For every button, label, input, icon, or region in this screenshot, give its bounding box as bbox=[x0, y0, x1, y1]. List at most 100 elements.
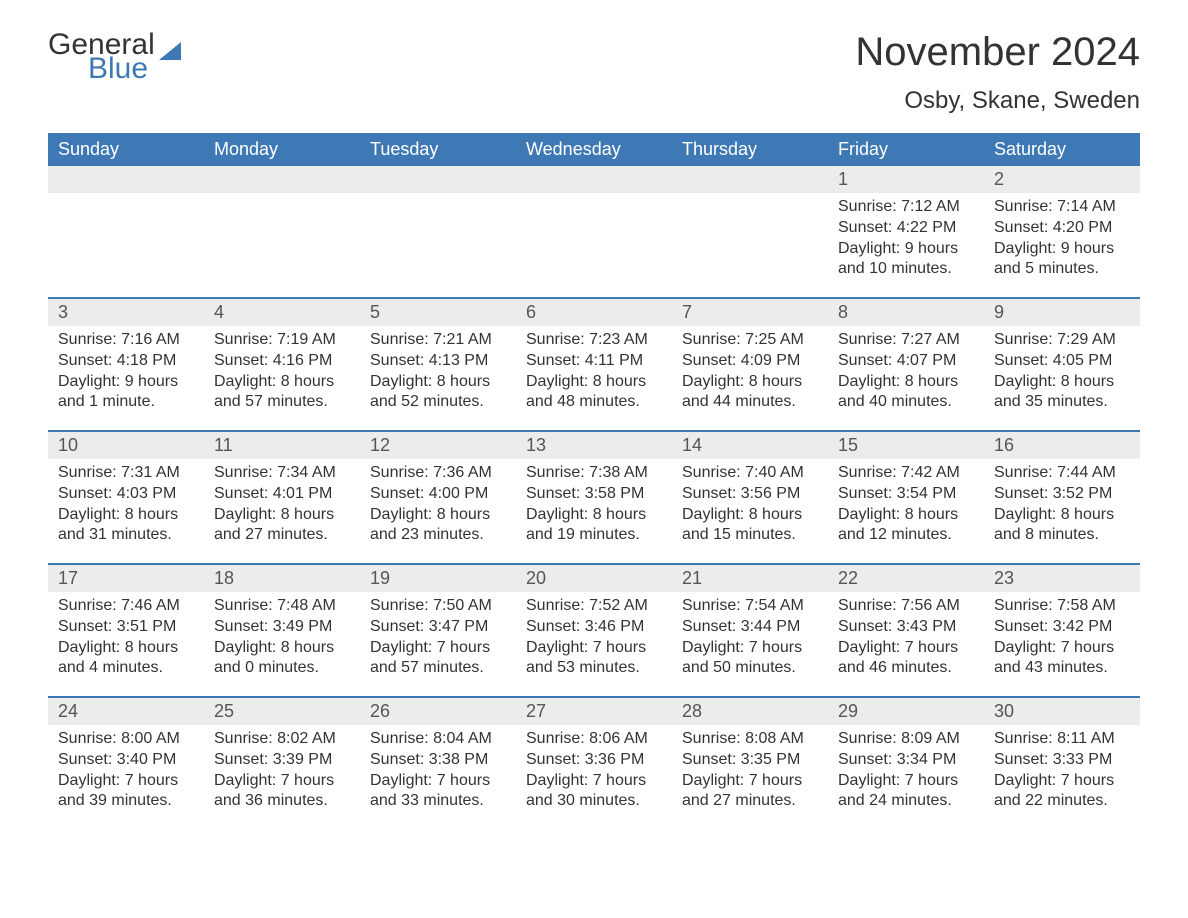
day-detail-row: Sunrise: 7:46 AMSunset: 3:51 PMDaylight:… bbox=[48, 592, 1140, 696]
header: General Blue November 2024 Osby, Skane, … bbox=[48, 30, 1140, 115]
weekday-header-cell: Monday bbox=[204, 133, 360, 166]
day-detail-cell: Sunrise: 7:12 AMSunset: 4:22 PMDaylight:… bbox=[828, 193, 984, 297]
sunrise-text: Sunrise: 7:25 AM bbox=[682, 330, 818, 351]
day-number: 17 bbox=[48, 565, 204, 592]
day-number: 30 bbox=[984, 698, 1140, 725]
sunset-text: Sunset: 4:11 PM bbox=[526, 351, 662, 372]
weekday-header-cell: Sunday bbox=[48, 133, 204, 166]
day-detail-cell: Sunrise: 7:40 AMSunset: 3:56 PMDaylight:… bbox=[672, 459, 828, 563]
sunrise-text: Sunrise: 7:27 AM bbox=[838, 330, 974, 351]
day-detail-cell bbox=[360, 193, 516, 297]
day-detail-cell: Sunrise: 7:52 AMSunset: 3:46 PMDaylight:… bbox=[516, 592, 672, 696]
month-title: November 2024 bbox=[855, 30, 1140, 75]
day-number-row: 10111213141516 bbox=[48, 432, 1140, 459]
sunrise-text: Sunrise: 7:50 AM bbox=[370, 596, 506, 617]
day-number: 28 bbox=[672, 698, 828, 725]
sunrise-text: Sunrise: 7:36 AM bbox=[370, 463, 506, 484]
day-number: 25 bbox=[204, 698, 360, 725]
sunrise-text: Sunrise: 7:16 AM bbox=[58, 330, 194, 351]
sunset-text: Sunset: 4:16 PM bbox=[214, 351, 350, 372]
day-number: 9 bbox=[984, 299, 1140, 326]
day-number: 10 bbox=[48, 432, 204, 459]
day-detail-cell: Sunrise: 7:46 AMSunset: 3:51 PMDaylight:… bbox=[48, 592, 204, 696]
daylight-text: Daylight: 7 hours and 33 minutes. bbox=[370, 771, 506, 813]
day-number: 19 bbox=[360, 565, 516, 592]
weekday-header-row: SundayMondayTuesdayWednesdayThursdayFrid… bbox=[48, 133, 1140, 166]
day-number: 24 bbox=[48, 698, 204, 725]
day-detail-cell: Sunrise: 7:36 AMSunset: 4:00 PMDaylight:… bbox=[360, 459, 516, 563]
daylight-text: Daylight: 8 hours and 40 minutes. bbox=[838, 372, 974, 414]
sunset-text: Sunset: 3:49 PM bbox=[214, 617, 350, 638]
day-number: 23 bbox=[984, 565, 1140, 592]
sunrise-text: Sunrise: 7:58 AM bbox=[994, 596, 1130, 617]
sunrise-text: Sunrise: 7:12 AM bbox=[838, 197, 974, 218]
sunset-text: Sunset: 3:43 PM bbox=[838, 617, 974, 638]
sunrise-text: Sunrise: 7:19 AM bbox=[214, 330, 350, 351]
day-number: 6 bbox=[516, 299, 672, 326]
day-number: 21 bbox=[672, 565, 828, 592]
weekday-header-cell: Friday bbox=[828, 133, 984, 166]
sunset-text: Sunset: 3:39 PM bbox=[214, 750, 350, 771]
daylight-text: Daylight: 8 hours and 12 minutes. bbox=[838, 505, 974, 547]
day-detail-cell: Sunrise: 7:50 AMSunset: 3:47 PMDaylight:… bbox=[360, 592, 516, 696]
sunset-text: Sunset: 3:52 PM bbox=[994, 484, 1130, 505]
brand-word2: Blue bbox=[88, 54, 181, 84]
day-detail-cell: Sunrise: 7:27 AMSunset: 4:07 PMDaylight:… bbox=[828, 326, 984, 430]
sunset-text: Sunset: 3:51 PM bbox=[58, 617, 194, 638]
daylight-text: Daylight: 7 hours and 53 minutes. bbox=[526, 638, 662, 680]
day-detail-row: Sunrise: 7:31 AMSunset: 4:03 PMDaylight:… bbox=[48, 459, 1140, 563]
daylight-text: Daylight: 8 hours and 52 minutes. bbox=[370, 372, 506, 414]
day-detail-cell: Sunrise: 7:42 AMSunset: 3:54 PMDaylight:… bbox=[828, 459, 984, 563]
sunrise-text: Sunrise: 7:21 AM bbox=[370, 330, 506, 351]
sunrise-text: Sunrise: 8:08 AM bbox=[682, 729, 818, 750]
location-label: Osby, Skane, Sweden bbox=[855, 87, 1140, 115]
sunset-text: Sunset: 4:07 PM bbox=[838, 351, 974, 372]
day-number: 22 bbox=[828, 565, 984, 592]
sunset-text: Sunset: 4:13 PM bbox=[370, 351, 506, 372]
daylight-text: Daylight: 8 hours and 31 minutes. bbox=[58, 505, 194, 547]
day-number bbox=[516, 166, 672, 193]
daylight-text: Daylight: 8 hours and 4 minutes. bbox=[58, 638, 194, 680]
sunrise-text: Sunrise: 7:34 AM bbox=[214, 463, 350, 484]
daylight-text: Daylight: 7 hours and 57 minutes. bbox=[370, 638, 506, 680]
sunset-text: Sunset: 4:09 PM bbox=[682, 351, 818, 372]
day-detail-cell: Sunrise: 8:11 AMSunset: 3:33 PMDaylight:… bbox=[984, 725, 1140, 829]
day-detail-cell bbox=[516, 193, 672, 297]
sunrise-text: Sunrise: 8:09 AM bbox=[838, 729, 974, 750]
sunset-text: Sunset: 3:44 PM bbox=[682, 617, 818, 638]
day-number: 4 bbox=[204, 299, 360, 326]
day-detail-cell bbox=[48, 193, 204, 297]
sunrise-text: Sunrise: 7:54 AM bbox=[682, 596, 818, 617]
sunset-text: Sunset: 3:46 PM bbox=[526, 617, 662, 638]
sunset-text: Sunset: 3:54 PM bbox=[838, 484, 974, 505]
weekday-header-cell: Wednesday bbox=[516, 133, 672, 166]
sunset-text: Sunset: 4:18 PM bbox=[58, 351, 194, 372]
daylight-text: Daylight: 8 hours and 44 minutes. bbox=[682, 372, 818, 414]
daylight-text: Daylight: 9 hours and 5 minutes. bbox=[994, 239, 1130, 281]
sunrise-text: Sunrise: 7:40 AM bbox=[682, 463, 818, 484]
day-number: 20 bbox=[516, 565, 672, 592]
day-detail-cell: Sunrise: 8:02 AMSunset: 3:39 PMDaylight:… bbox=[204, 725, 360, 829]
daylight-text: Daylight: 7 hours and 30 minutes. bbox=[526, 771, 662, 813]
sunset-text: Sunset: 3:47 PM bbox=[370, 617, 506, 638]
sunset-text: Sunset: 3:58 PM bbox=[526, 484, 662, 505]
sunset-text: Sunset: 3:38 PM bbox=[370, 750, 506, 771]
sunrise-text: Sunrise: 8:11 AM bbox=[994, 729, 1130, 750]
week-row: 3456789Sunrise: 7:16 AMSunset: 4:18 PMDa… bbox=[48, 297, 1140, 430]
sunrise-text: Sunrise: 8:06 AM bbox=[526, 729, 662, 750]
sunrise-text: Sunrise: 7:29 AM bbox=[994, 330, 1130, 351]
day-number-row: 17181920212223 bbox=[48, 565, 1140, 592]
day-detail-row: Sunrise: 7:16 AMSunset: 4:18 PM Daylight:… bbox=[48, 326, 1140, 430]
week-row: 17181920212223Sunrise: 7:46 AMSunset: 3:… bbox=[48, 563, 1140, 696]
sunrise-text: Sunrise: 7:38 AM bbox=[526, 463, 662, 484]
sunrise-text: Sunrise: 8:00 AM bbox=[58, 729, 194, 750]
day-number: 16 bbox=[984, 432, 1140, 459]
daylight-text: Daylight: 7 hours and 50 minutes. bbox=[682, 638, 818, 680]
week-row: 10111213141516Sunrise: 7:31 AMSunset: 4:… bbox=[48, 430, 1140, 563]
day-detail-cell: Sunrise: 8:04 AMSunset: 3:38 PMDaylight:… bbox=[360, 725, 516, 829]
day-number: 7 bbox=[672, 299, 828, 326]
day-number: 13 bbox=[516, 432, 672, 459]
day-number bbox=[48, 166, 204, 193]
sunset-text: Sunset: 3:35 PM bbox=[682, 750, 818, 771]
day-number: 12 bbox=[360, 432, 516, 459]
